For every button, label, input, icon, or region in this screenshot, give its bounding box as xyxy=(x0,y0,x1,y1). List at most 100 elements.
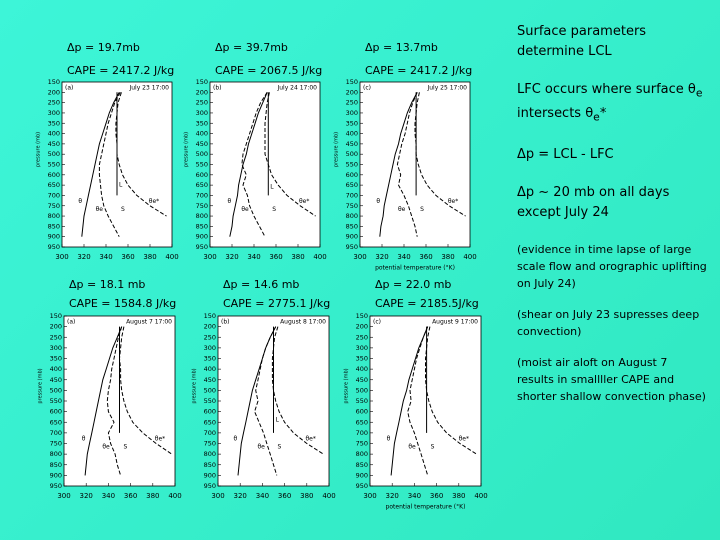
series-line xyxy=(396,92,418,237)
y-tick-label: 350 xyxy=(50,355,62,363)
y-tick-label: 700 xyxy=(204,429,216,437)
y-tick-label: 850 xyxy=(50,461,62,469)
y-tick-label: 550 xyxy=(50,397,62,405)
series-label: θe xyxy=(241,206,249,213)
x-tick-label: 380 xyxy=(300,492,313,500)
y-tick-label: 800 xyxy=(196,212,208,220)
x-tick-label: 320 xyxy=(234,492,247,500)
x-tick-label: 340 xyxy=(408,492,421,500)
y-tick-label: 850 xyxy=(196,222,208,230)
x-tick-label: 360 xyxy=(269,253,282,261)
chart-title: Δp = 39.7mb xyxy=(215,41,288,54)
y-tick-label: 900 xyxy=(50,471,62,479)
x-tick-label: 400 xyxy=(313,253,326,261)
note-text: intersects θ xyxy=(517,105,594,121)
x-tick-label: 340 xyxy=(256,492,269,500)
y-tick-label: 400 xyxy=(48,130,60,138)
series-label: θe xyxy=(258,443,266,450)
y-tick-label: 300 xyxy=(196,109,208,117)
series-line xyxy=(264,92,316,217)
y-tick-label: 600 xyxy=(48,171,60,179)
series-line xyxy=(81,92,120,237)
series-label: S xyxy=(124,443,128,450)
y-axis-label: pressure (mb) xyxy=(38,368,44,403)
x-tick-label: 320 xyxy=(80,492,93,500)
x-axis-label: potential temperature (°K) xyxy=(375,265,455,272)
series-label: θ xyxy=(376,198,380,205)
y-tick-label: 350 xyxy=(346,119,358,127)
note-text: (evidence in time lapse of large scale f… xyxy=(517,243,707,291)
x-tick-label: 360 xyxy=(419,253,432,261)
y-tick-label: 200 xyxy=(196,88,208,96)
note: Δp ~ 20 mb on all days except July 24 xyxy=(517,183,707,223)
x-tick-label: 380 xyxy=(143,253,156,261)
x-tick-label: 380 xyxy=(291,253,304,261)
series-label: θe* xyxy=(149,198,159,205)
series-label: θe xyxy=(96,206,104,213)
y-tick-label: 550 xyxy=(196,161,208,169)
y-tick-label: 500 xyxy=(196,150,208,158)
note-text: e xyxy=(695,86,703,100)
y-tick-label: 650 xyxy=(48,181,60,189)
y-tick-label: 850 xyxy=(346,222,358,230)
y-tick-label: 850 xyxy=(48,222,60,230)
plot-area xyxy=(209,81,321,248)
panel-date: August 7 17:00 xyxy=(126,319,172,326)
chart-title: Δp = 19.7mb xyxy=(67,41,140,54)
y-tick-label: 800 xyxy=(50,450,62,458)
y-tick-label: 200 xyxy=(48,88,60,96)
series-line xyxy=(84,326,123,476)
series-label: θe* xyxy=(299,198,309,205)
panel-label: (a) xyxy=(67,319,75,326)
y-tick-label: 450 xyxy=(204,376,216,384)
y-tick-label: 300 xyxy=(50,344,62,352)
y-tick-label: 250 xyxy=(204,333,216,341)
y-tick-label: 900 xyxy=(204,471,216,479)
series-line xyxy=(241,92,268,237)
x-tick-label: 400 xyxy=(168,492,181,500)
x-tick-label: 300 xyxy=(353,253,366,261)
series-label: θe xyxy=(102,443,110,450)
series-label: S xyxy=(420,206,424,213)
plot-area xyxy=(369,315,482,487)
x-tick-label: 400 xyxy=(165,253,178,261)
series-line xyxy=(379,92,418,237)
y-tick-label: 400 xyxy=(196,130,208,138)
chart-title: Δp = 18.1 mb xyxy=(69,278,145,291)
y-tick-label: 650 xyxy=(346,181,358,189)
y-tick-label: 200 xyxy=(356,323,368,331)
chart-subtitle: CAPE = 1584.8 J/kg xyxy=(69,297,176,310)
chart-subtitle: CAPE = 2417.2 J/kg xyxy=(365,64,472,77)
note: (moist air aloft on August 7 results in … xyxy=(517,354,707,405)
note-text: LFC occurs where surface θ xyxy=(517,82,696,97)
x-tick-label: 340 xyxy=(247,253,260,261)
y-tick-label: 700 xyxy=(346,191,358,199)
series-label: θe* xyxy=(459,435,469,442)
panel-label: (c) xyxy=(373,319,381,326)
series-label: θe xyxy=(408,443,416,450)
y-tick-label: 150 xyxy=(204,312,216,320)
x-axis-label: potential temperature (°K) xyxy=(386,504,466,511)
y-tick-label: 650 xyxy=(196,181,208,189)
y-tick-label: 250 xyxy=(356,333,368,341)
y-tick-label: 550 xyxy=(204,397,216,405)
series-line xyxy=(254,326,278,476)
y-tick-label: 150 xyxy=(346,78,358,86)
series-label: θ xyxy=(387,435,391,442)
y-tick-label: 500 xyxy=(356,386,368,394)
y-tick-label: 950 xyxy=(196,243,208,251)
y-tick-label: 600 xyxy=(356,408,368,416)
y-tick-label: 800 xyxy=(204,450,216,458)
y-tick-label: 250 xyxy=(346,99,358,107)
x-tick-label: 300 xyxy=(211,492,224,500)
series-label: θ xyxy=(228,198,232,205)
panel-date: July 23 17:00 xyxy=(128,85,169,92)
x-tick-label: 320 xyxy=(375,253,388,261)
x-tick-label: 320 xyxy=(225,253,238,261)
note-text: (moist air aloft on August 7 results in … xyxy=(517,356,706,404)
y-tick-label: 400 xyxy=(356,365,368,373)
y-tick-label: 350 xyxy=(204,355,216,363)
annotation: L xyxy=(119,182,123,189)
x-tick-label: 300 xyxy=(57,492,70,500)
chart-title: Δp = 22.0 mb xyxy=(375,278,451,291)
